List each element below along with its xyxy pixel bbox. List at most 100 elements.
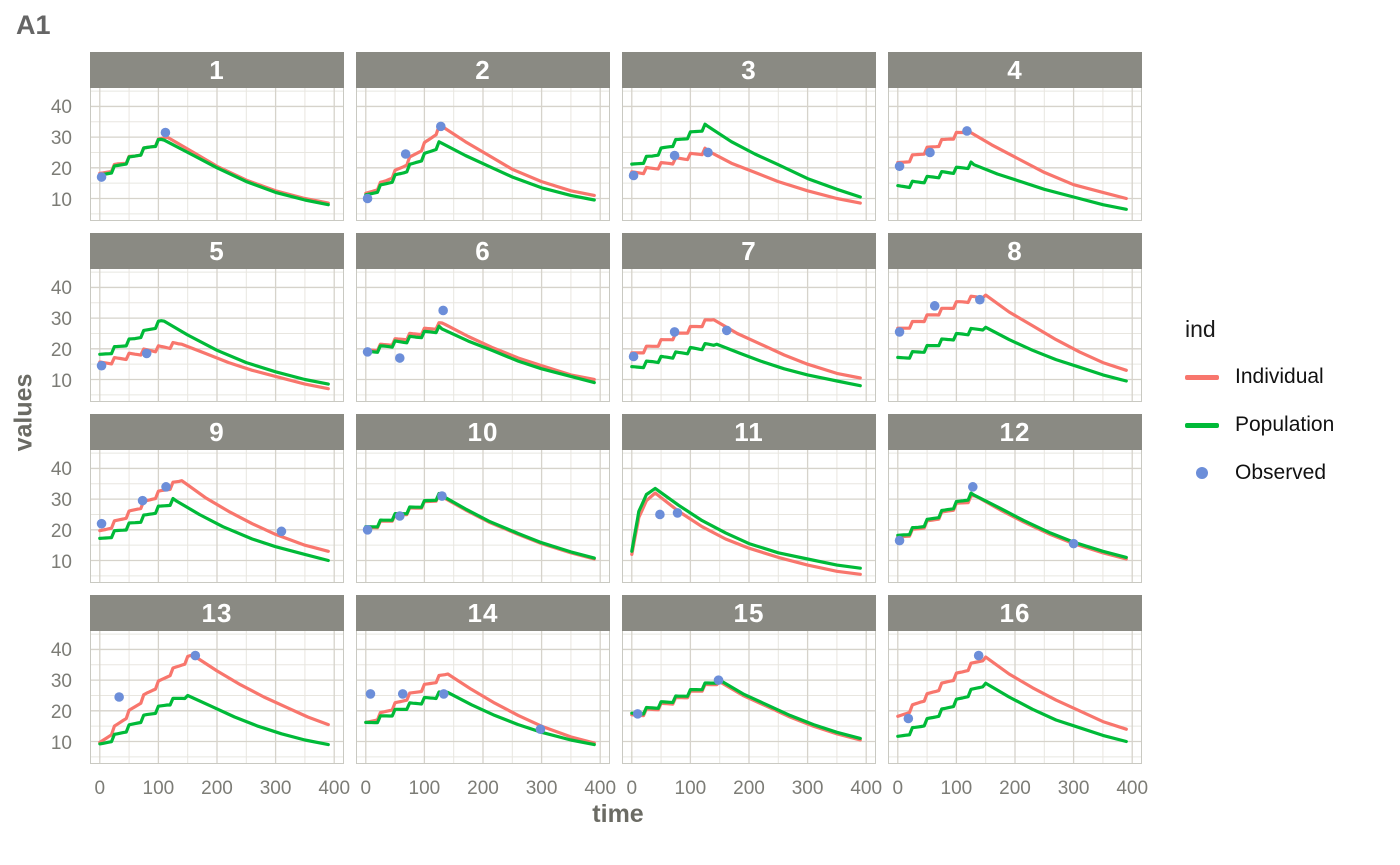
observed-point: [669, 327, 680, 337]
facet-strip-4: 4: [888, 52, 1142, 88]
observed-point: [96, 360, 107, 371]
observed-point: [973, 650, 984, 661]
population-line: [630, 341, 862, 388]
facet-strip-8: 8: [888, 233, 1142, 269]
observed-point: [929, 301, 940, 311]
x-axis-spacer: [20, 776, 78, 800]
x-tick-label: 200: [201, 778, 233, 799]
y-tick-label: 40: [50, 97, 72, 119]
legend-item-observed: Observed: [1185, 461, 1334, 485]
facet-strip-label: 7: [741, 235, 757, 266]
y-tick-label: 20: [50, 701, 72, 723]
observed-point: [713, 675, 724, 685]
legend: ind Individual Population Observed: [1185, 0, 1334, 825]
observed-point: [397, 689, 408, 699]
legend-key-point-icon: [1185, 467, 1219, 479]
y-tick-label: 10: [50, 370, 72, 392]
y-tick-label: 40: [50, 278, 72, 300]
panel-plot-6: [356, 269, 610, 402]
x-tick-label: 100: [940, 778, 973, 799]
population-line: [364, 324, 596, 385]
observed-point: [394, 353, 405, 363]
facet-panel-15: 15: [622, 595, 876, 764]
legend-item-label: Population: [1235, 413, 1335, 436]
individual-line: [896, 129, 1128, 201]
x-tick-label: 100: [674, 778, 707, 799]
observed-point: [362, 525, 373, 535]
population-line: [98, 496, 330, 563]
x-tick-label: 200: [467, 778, 499, 799]
facet-panel-12: 12: [888, 414, 1142, 583]
observed-point: [190, 650, 201, 661]
x-axis-ticks-col-3: 0 100 200 300 400: [622, 776, 882, 800]
facet-strip-10: 10: [356, 414, 610, 450]
x-tick-label: 0: [892, 778, 904, 799]
facet-strip-16: 16: [888, 595, 1142, 631]
facet-strip-label: 2: [475, 54, 491, 85]
facet-strip-label: 9: [209, 416, 225, 447]
panel-plot-2: [356, 88, 610, 221]
facet-panel-1: 1: [90, 52, 344, 221]
panel-plot-11: [622, 450, 876, 583]
population-line: [630, 486, 862, 570]
x-tick-label: 400: [1116, 778, 1149, 799]
panel-plot-12: [888, 450, 1142, 583]
figure-title: A1: [16, 10, 51, 40]
population-line: [896, 681, 1128, 744]
observed-point: [669, 150, 680, 161]
facet-strip-14: 14: [356, 595, 610, 631]
facet-strip-label: 6: [475, 235, 491, 266]
y-tick-label: 20: [50, 520, 72, 542]
population-line: [630, 122, 862, 199]
y-tick-label: 10: [50, 732, 72, 754]
x-tick-label: 200: [733, 778, 765, 799]
facet-panel-6: 6: [356, 233, 610, 402]
observed-point: [894, 535, 905, 546]
facet-panel-16: 16: [888, 595, 1142, 764]
facet-strip-label: 16: [999, 597, 1031, 628]
facet-panel-10: 10: [356, 414, 610, 583]
panel-plot-16: [888, 631, 1142, 764]
individual-line: [98, 135, 330, 205]
observed-point: [438, 305, 448, 316]
population-line: [98, 137, 330, 207]
observed-point: [400, 149, 411, 159]
observed-point: [137, 495, 148, 506]
observed-point: [96, 172, 107, 182]
y-tick-label: 10: [50, 189, 72, 211]
x-tick-label: 0: [360, 778, 372, 799]
observed-point: [632, 709, 643, 719]
y-tick-label: 40: [50, 640, 72, 662]
individual-line: [896, 655, 1128, 731]
observed-point: [655, 509, 665, 520]
observed-point: [672, 508, 683, 518]
y-tick-label: 30: [50, 490, 72, 512]
y-tick-label: 20: [50, 339, 72, 361]
x-axis-title: time: [592, 800, 644, 828]
observed-point: [96, 518, 107, 529]
observed-point: [365, 689, 376, 699]
x-tick-label: 300: [791, 778, 824, 799]
observed-point: [362, 347, 373, 357]
facet-panel-7: 7: [622, 233, 876, 402]
facet-strip-label: 12: [999, 416, 1031, 447]
panel-plot-8: [888, 269, 1142, 402]
panel-plot-13: [90, 631, 344, 764]
x-tick-label: 400: [318, 778, 351, 799]
observed-point: [160, 127, 171, 138]
legend-item-label: Individual: [1235, 365, 1324, 388]
x-tick-label: 300: [1057, 778, 1090, 799]
x-tick-label: 0: [94, 778, 106, 799]
legend-items: Individual Population Observed: [1185, 365, 1334, 509]
observed-point: [114, 692, 124, 702]
panel-plot-9: [90, 450, 344, 583]
y-axis-title: values: [9, 373, 38, 452]
y-axis-ticks-row-4: 10 20 30 40: [20, 595, 78, 764]
facet-strip-6: 6: [356, 233, 610, 269]
facet-strip-15: 15: [622, 595, 876, 631]
panel-plot-1: [90, 88, 344, 221]
facet-strip-label: 10: [467, 416, 499, 447]
facet-strip-2: 2: [356, 52, 610, 88]
facet-panel-13: 13: [90, 595, 344, 764]
observed-point: [161, 482, 171, 492]
